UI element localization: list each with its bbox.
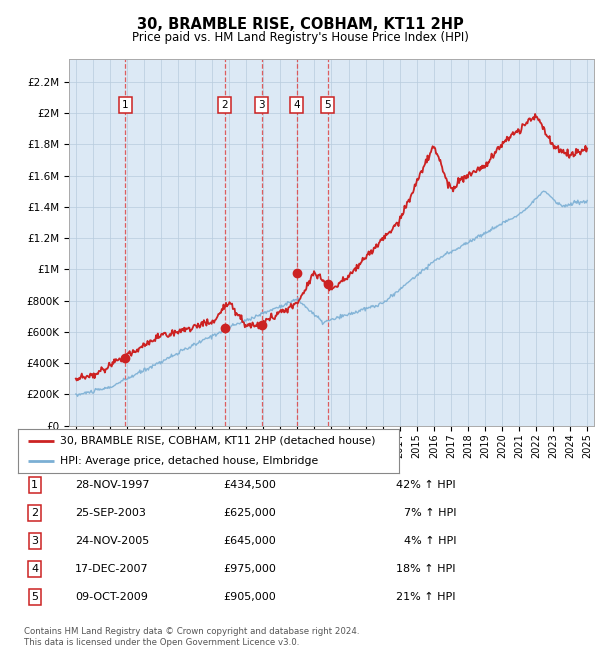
Text: £905,000: £905,000 bbox=[223, 592, 276, 602]
Text: 30, BRAMBLE RISE, COBHAM, KT11 2HP (detached house): 30, BRAMBLE RISE, COBHAM, KT11 2HP (deta… bbox=[60, 436, 376, 446]
Text: 21% ↑ HPI: 21% ↑ HPI bbox=[397, 592, 456, 602]
Text: £645,000: £645,000 bbox=[223, 536, 276, 546]
Text: £625,000: £625,000 bbox=[223, 508, 276, 518]
Text: 4: 4 bbox=[31, 564, 38, 574]
Text: 4: 4 bbox=[293, 100, 300, 110]
Text: 2: 2 bbox=[31, 508, 38, 518]
Text: 4% ↑ HPI: 4% ↑ HPI bbox=[404, 536, 456, 546]
Text: 24-NOV-2005: 24-NOV-2005 bbox=[75, 536, 149, 546]
Text: 3: 3 bbox=[259, 100, 265, 110]
Text: 18% ↑ HPI: 18% ↑ HPI bbox=[397, 564, 456, 574]
Text: £975,000: £975,000 bbox=[223, 564, 276, 574]
Text: 7% ↑ HPI: 7% ↑ HPI bbox=[404, 508, 456, 518]
Text: 30, BRAMBLE RISE, COBHAM, KT11 2HP: 30, BRAMBLE RISE, COBHAM, KT11 2HP bbox=[137, 17, 463, 32]
Text: 42% ↑ HPI: 42% ↑ HPI bbox=[397, 480, 456, 490]
Text: 2: 2 bbox=[221, 100, 228, 110]
Text: 1: 1 bbox=[122, 100, 129, 110]
Text: 09-OCT-2009: 09-OCT-2009 bbox=[75, 592, 148, 602]
Text: Price paid vs. HM Land Registry's House Price Index (HPI): Price paid vs. HM Land Registry's House … bbox=[131, 31, 469, 44]
Text: 17-DEC-2007: 17-DEC-2007 bbox=[75, 564, 149, 574]
Text: 25-SEP-2003: 25-SEP-2003 bbox=[75, 508, 146, 518]
Text: 5: 5 bbox=[324, 100, 331, 110]
Text: £434,500: £434,500 bbox=[223, 480, 276, 490]
Text: 1: 1 bbox=[31, 480, 38, 490]
Text: 5: 5 bbox=[31, 592, 38, 602]
Text: 3: 3 bbox=[31, 536, 38, 546]
Text: HPI: Average price, detached house, Elmbridge: HPI: Average price, detached house, Elmb… bbox=[60, 456, 318, 466]
Text: 28-NOV-1997: 28-NOV-1997 bbox=[75, 480, 149, 490]
Text: Contains HM Land Registry data © Crown copyright and database right 2024.
This d: Contains HM Land Registry data © Crown c… bbox=[24, 627, 359, 647]
